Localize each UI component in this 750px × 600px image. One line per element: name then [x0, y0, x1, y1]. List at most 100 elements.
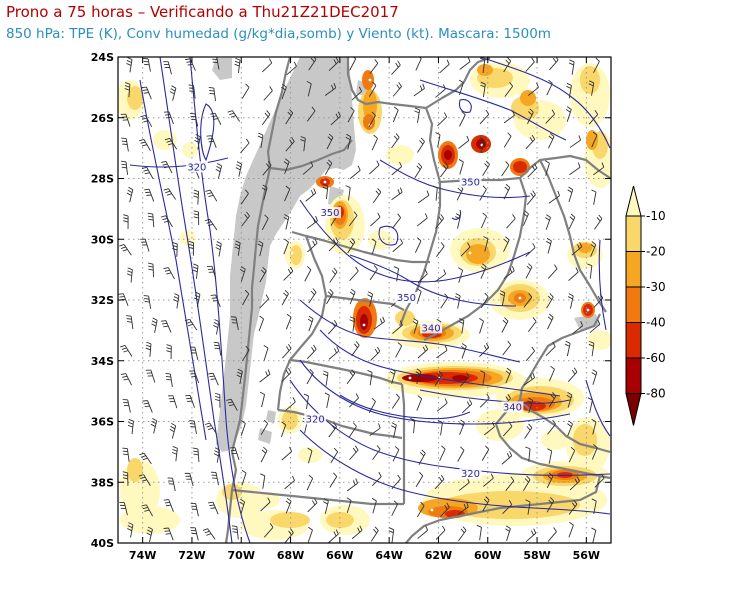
- wind-barb: [416, 288, 422, 304]
- wind-barb: [479, 317, 484, 334]
- wind-barb: [263, 344, 269, 361]
- wind-barb: [188, 84, 196, 99]
- wind-barb: [479, 57, 486, 73]
- wind-barb: [126, 57, 133, 73]
- wind-barb: [391, 422, 397, 438]
- longitude-label: 74W: [129, 549, 156, 562]
- wind-barb: [281, 367, 292, 382]
- wind-barb: [369, 59, 379, 74]
- wind-barb: [300, 136, 306, 152]
- wind-barb: [591, 131, 598, 148]
- wind-barb: [326, 133, 334, 150]
- wind-barb: [163, 527, 174, 541]
- wind-barb: [328, 346, 340, 360]
- wind-barb: [528, 82, 539, 96]
- legend-swatch: [625, 286, 642, 323]
- wind-barb: [140, 115, 153, 128]
- wind-barb: [392, 82, 402, 97]
- wind-barb: [143, 295, 152, 310]
- longitude-label: 68W: [277, 549, 304, 562]
- wind-barb: [458, 318, 465, 334]
- wind-barb: [324, 392, 330, 409]
- wind-barb: [210, 471, 219, 486]
- wind-barb: [330, 111, 341, 126]
- wind-barb: [123, 214, 129, 230]
- wind-barb: [172, 242, 178, 257]
- wind-barb: [434, 269, 446, 283]
- wind-barb: [323, 498, 329, 514]
- wind-barb: [588, 340, 595, 357]
- wind-barb: [483, 236, 489, 252]
- wind-barb: [548, 392, 557, 408]
- wind-barb: [213, 319, 220, 335]
- legend-label: -60: [646, 351, 666, 365]
- wind-barb: [432, 185, 438, 201]
- wind-barb: [591, 527, 597, 543]
- wind-barb: [591, 369, 598, 385]
- wind-barb: [435, 84, 446, 98]
- wind-barb: [591, 419, 597, 435]
- wind-barb: [568, 59, 575, 75]
- wind-barb: [523, 292, 533, 308]
- wind-barb: [435, 132, 441, 148]
- wind-barb: [185, 394, 195, 408]
- wind-barb: [572, 320, 584, 335]
- wind-barb: [140, 238, 150, 252]
- contour-label: 350: [461, 178, 480, 189]
- wind-barb: [285, 397, 296, 411]
- wind-barb: [281, 446, 293, 461]
- wind-barb: [329, 267, 338, 283]
- wind-barb: [567, 293, 574, 309]
- wind-barb: [566, 82, 572, 99]
- map-title: Prono a 75 horas – Verificando a Thu21Z2…: [6, 3, 399, 21]
- wind-barb: [502, 421, 513, 437]
- contour-label-bg: [395, 292, 418, 303]
- wind-barb: [458, 267, 464, 283]
- wind-barb: [326, 288, 334, 305]
- wind-barb: [345, 185, 351, 201]
- wind-barb: [324, 83, 337, 96]
- wind-barb: [479, 393, 490, 408]
- wind-barb: [548, 365, 555, 382]
- wind-barb: [346, 497, 352, 513]
- wind-barb: [417, 501, 425, 518]
- wind-barb: [457, 446, 465, 462]
- wind-barb: [458, 526, 467, 542]
- wind-barb: [418, 449, 426, 465]
- wind-barb: [303, 393, 309, 409]
- wind-barb: [525, 446, 531, 462]
- wind-barb: [416, 395, 423, 411]
- wind-barb: [525, 499, 531, 515]
- wind-barb: [144, 188, 155, 202]
- wind-barb: [568, 213, 576, 230]
- wind-barb: [437, 112, 448, 127]
- wind-barb: [589, 319, 601, 333]
- wind-barb: [372, 445, 381, 461]
- wind-barb: [434, 474, 445, 490]
- wind-barb: [392, 446, 400, 462]
- wind-barb: [568, 521, 574, 538]
- wind-barb: [391, 500, 399, 516]
- wind-barb: [263, 523, 274, 538]
- wind-barb: [141, 86, 152, 100]
- wind-barb: [304, 266, 312, 282]
- wind-barb: [479, 343, 490, 357]
- wind-barb: [482, 160, 490, 176]
- wind-barb: [568, 267, 579, 282]
- wind-barb: [285, 313, 292, 330]
- wind-barb: [549, 57, 559, 71]
- wind-barb: [241, 469, 247, 486]
- wind-barb: [306, 474, 314, 491]
- wind-barb: [122, 447, 130, 462]
- wind-barb: [184, 318, 198, 331]
- wind-barb: [526, 190, 536, 205]
- wind-barb: [151, 317, 158, 334]
- wind-barb: [587, 263, 593, 279]
- wind-barb: [501, 161, 510, 177]
- wind-barb: [395, 342, 403, 358]
- wind-barb: [389, 368, 396, 384]
- legend-label: -30: [646, 280, 666, 294]
- wind-barb: [122, 471, 129, 486]
- wind-barb: [370, 212, 381, 227]
- wind-barb: [124, 82, 131, 98]
